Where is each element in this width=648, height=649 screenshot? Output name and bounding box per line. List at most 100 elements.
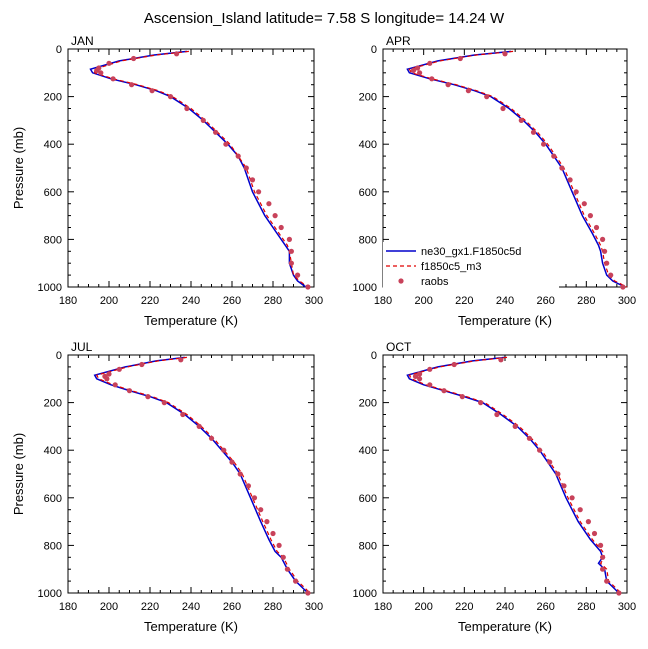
y-axis-label: Pressure (mb) <box>11 127 26 209</box>
raobs-point <box>286 236 292 242</box>
y-tick-label: 200 <box>359 92 377 104</box>
raobs-point <box>295 272 301 278</box>
x-axis-label: Temperature (K) <box>458 619 552 634</box>
raobs-point <box>600 554 606 560</box>
chart-panel-jul: 180 200 220 240 260 280 300 0 200 400 600 800 1000 Te… <box>11 340 323 634</box>
raobs-point <box>110 76 116 82</box>
raobs-point <box>237 471 243 477</box>
raobs-point <box>417 371 423 377</box>
raobs-point <box>427 382 433 388</box>
raobs-point <box>591 530 598 537</box>
x-tick-label: 240 <box>182 295 200 307</box>
raobs-point <box>569 495 575 501</box>
raobs-point <box>451 361 457 368</box>
series-line-f1850c5 <box>408 50 628 288</box>
raobs-point <box>284 566 290 572</box>
y-tick-label: 0 <box>371 44 377 56</box>
raobs-point <box>288 248 294 254</box>
x-tick-label: 260 <box>536 601 554 613</box>
raobs-point <box>573 189 579 195</box>
series-line-ne30 <box>406 356 620 594</box>
chart-panel-jan: 180 200 220 240 260 280 300 0 200 400 600 800 1000 Te… <box>11 34 323 328</box>
x-tick-label: 180 <box>374 295 392 307</box>
x-tick-label: 240 <box>496 601 514 613</box>
raobs-point <box>541 141 547 147</box>
y-tick-label: 1000 <box>38 282 62 294</box>
raobs-point <box>555 471 561 477</box>
plot-frame <box>67 48 315 288</box>
raobs-point <box>266 201 272 207</box>
x-tick-label: 220 <box>141 295 159 307</box>
raobs-point <box>600 566 606 572</box>
x-tick-label: 280 <box>264 295 282 307</box>
raobs-point <box>208 435 215 441</box>
raobs-point <box>161 400 167 406</box>
x-tick-label: 280 <box>577 601 595 613</box>
raobs-point <box>229 459 235 465</box>
y-tick-label: 600 <box>44 493 62 505</box>
raobs-point <box>174 51 180 57</box>
raobs-point <box>561 483 567 489</box>
raobs-point <box>465 88 471 94</box>
x-tick-label: 260 <box>536 295 554 307</box>
y-tick-label: 1000 <box>38 588 62 600</box>
y-tick-label: 800 <box>44 234 62 246</box>
raobs-point <box>547 459 553 465</box>
raobs-point <box>608 272 614 278</box>
raobs-point <box>293 578 299 584</box>
x-tick-label: 220 <box>141 601 159 613</box>
raobs-point <box>427 60 433 66</box>
raobs-point <box>98 70 104 76</box>
legend-label: raobs <box>421 276 449 288</box>
x-axis-label: Temperature (K) <box>144 619 238 634</box>
raobs-point <box>167 94 174 100</box>
x-tick-label: 200 <box>100 295 118 307</box>
raobs-point <box>417 376 423 382</box>
raobs-point <box>478 400 484 406</box>
panel-label: JUL <box>71 340 93 354</box>
y-tick-label: 200 <box>359 398 377 410</box>
raobs-point <box>249 177 256 183</box>
raobs-point <box>116 366 122 372</box>
y-tick-label: 800 <box>44 540 62 552</box>
series-line-f1850c5 <box>408 356 622 594</box>
x-tick-label: 220 <box>455 601 473 613</box>
y-tick-label: 200 <box>44 92 62 104</box>
x-tick-label: 180 <box>59 295 77 307</box>
raobs-point <box>106 371 112 377</box>
legend-label: ne30_gx1.F1850c5d <box>421 246 521 258</box>
y-tick-label: 600 <box>359 187 377 199</box>
raobs-point <box>412 373 419 379</box>
raobs-point <box>276 542 282 549</box>
raobs-point <box>445 82 451 88</box>
raobs-point <box>251 495 258 501</box>
raobs-point <box>598 542 604 549</box>
raobs-point <box>526 435 533 441</box>
x-tick-label: 300 <box>618 295 636 307</box>
panel-label: JAN <box>71 34 94 48</box>
raobs-point <box>593 224 600 231</box>
raobs-point <box>494 411 500 418</box>
raobs-point <box>270 530 276 537</box>
x-tick-label: 240 <box>496 295 514 307</box>
raobs-point <box>106 60 112 66</box>
raobs-point <box>196 423 202 429</box>
raobs-point <box>180 411 186 418</box>
x-tick-label: 240 <box>182 601 200 613</box>
raobs-point <box>112 382 118 388</box>
raobs-point <box>518 117 524 123</box>
raobs-point <box>500 105 506 112</box>
raobs-point <box>145 394 151 400</box>
x-tick-label: 260 <box>223 295 241 307</box>
x-tick-label: 300 <box>305 601 323 613</box>
x-tick-label: 200 <box>414 601 432 613</box>
raobs-point <box>620 284 626 290</box>
raobs-point <box>200 117 206 123</box>
figure-title: Ascension_Island latitude= 7.58 S longit… <box>144 10 505 27</box>
raobs-point <box>585 519 592 525</box>
y-axis-label: Pressure (mb) <box>11 433 26 515</box>
raobs-point <box>600 236 606 242</box>
x-tick-label: 180 <box>59 601 77 613</box>
panels-layer: 180 200 220 240 260 280 300 0 200 400 600 800 1000 Te… <box>11 34 636 634</box>
